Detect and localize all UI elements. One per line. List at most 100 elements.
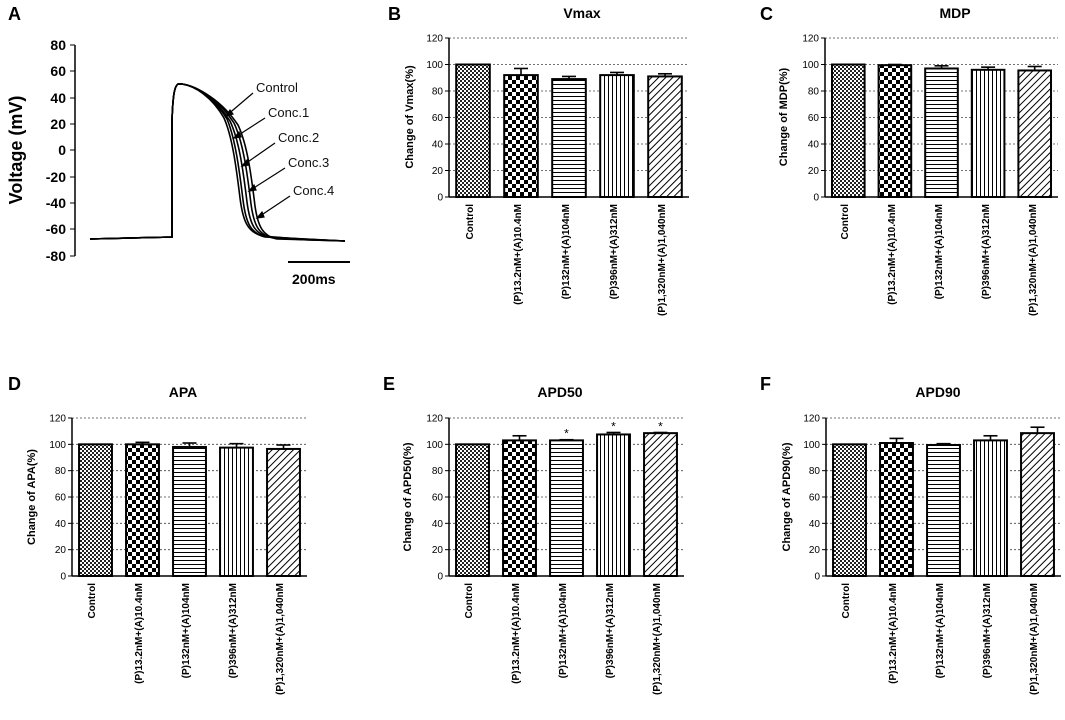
ytick-label: 120 (426, 34, 443, 45)
ap-trace-conc4 (89, 83, 346, 242)
panel-e-plot: 0 20 40 60 80 100 120 * * * (426, 414, 684, 583)
bar (125, 443, 160, 578)
panel-a-traces (89, 83, 346, 242)
significance-marker: * (611, 419, 616, 433)
bar (599, 74, 635, 198)
ytick-label: 20 (809, 545, 821, 556)
panel-f-xcat: (P)396nM+(A)312nM (982, 583, 993, 678)
ytick-label: 20 (55, 545, 67, 556)
panel-c-plot: 0 20 40 60 80 100 120 (802, 34, 1058, 204)
bar (1017, 69, 1053, 198)
bar (973, 439, 1008, 577)
panel-a-ytick: -20 (46, 169, 66, 185)
panel-c-xcat: (P)396nM+(A)312nM (981, 204, 992, 299)
panel-a-letter: A (8, 4, 21, 24)
panel-e: E APD50 Change of APD50(%) 0 20 40 60 80 100 1… (383, 374, 684, 695)
panel-f-ylabel: Change of APD90(%) (781, 442, 793, 551)
ytick-label: 60 (55, 493, 67, 504)
scale-bar-label: 200ms (292, 271, 336, 287)
panel-d-xcat: Control (87, 583, 98, 619)
significance-marker: * (564, 427, 569, 441)
ytick-label: 40 (809, 519, 821, 530)
ytick-label: 40 (432, 519, 444, 530)
panel-c-xcat: (P)132nM+(A)104nM (934, 204, 945, 299)
panel-c-xcat: Control (840, 204, 851, 240)
panel-a-ytick: 40 (50, 90, 66, 106)
panel-e-letter: E (383, 374, 395, 394)
panel-d-xcat: (P)1,320nM+(A)1,040nM (275, 583, 286, 695)
bar (78, 443, 113, 578)
ytick-label: 100 (802, 60, 819, 71)
significance-marker: * (658, 419, 663, 433)
panel-b-ylabel: Change of Vmax(%) (404, 65, 416, 169)
ytick-label: 120 (802, 34, 819, 45)
panel-f-letter: F (760, 374, 771, 394)
ytick-label: 40 (55, 519, 67, 530)
panel-e-title: APD50 (537, 384, 582, 400)
ap-label-conc1: Conc.1 (268, 105, 309, 120)
panel-c-xcat: (P)1,320nM+(A)1,040nM (1028, 204, 1039, 316)
panel-a-annotations (224, 92, 291, 219)
ytick-label: 80 (809, 466, 821, 477)
panel-b: B Vmax Change of Vmax(%) 0 20 40 60 80 100 120… (388, 4, 689, 316)
bar (172, 445, 207, 578)
panel-b-xcat: (P)1,320nM+(A)1,040nM (657, 204, 668, 316)
ytick-label: 20 (432, 166, 444, 177)
bar (455, 63, 491, 198)
panel-c-xcat: (P)13.2nM+(A)10.4nM (887, 204, 898, 305)
panel-a-ytick: 0 (58, 142, 66, 158)
panel-b-xcat: (P)132nM+(A)104nM (561, 204, 572, 299)
ytick-label: 60 (809, 493, 821, 504)
ytick-label: 100 (49, 440, 66, 451)
bar (643, 432, 678, 577)
ytick-label: 0 (813, 193, 819, 204)
panel-b-title: Vmax (563, 5, 601, 21)
panel-e-xcat: (P)396nM+(A)312nM (605, 583, 616, 678)
bar (924, 67, 959, 198)
bar (830, 63, 866, 198)
ytick-label: 100 (426, 440, 443, 451)
bar (219, 446, 254, 577)
ytick-label: 0 (437, 572, 443, 583)
ytick-label: 120 (803, 414, 820, 425)
panel-b-xcat: (P)13.2nM+(A)10.4nM (513, 204, 524, 305)
ytick-label: 20 (432, 545, 444, 556)
ytick-label: 80 (432, 87, 444, 98)
panel-a-ylabel: Voltage (mV) (6, 96, 26, 205)
panel-f-xcat: Control (841, 583, 852, 619)
panel-a-ytick: 60 (50, 63, 66, 79)
ytick-label: 80 (808, 87, 820, 98)
panel-e-xcat: (P)1,320nM+(A)1,040nM (652, 583, 663, 695)
panel-b-letter: B (388, 4, 401, 24)
panel-a-ytick: -80 (46, 248, 66, 264)
panel-c-letter: C (760, 4, 773, 24)
panel-d-ylabel: Change of APA(%) (26, 449, 38, 545)
panel-a-ytick: -60 (46, 221, 66, 237)
panel-f: F APD90 Change of APD90(%) 0 20 40 60 80 100 1… (760, 374, 1061, 695)
panel-f-xcat: (P)13.2nM+(A)10.4nM (888, 583, 899, 684)
bar (455, 443, 490, 578)
bar (266, 447, 301, 578)
panel-c-xlabels: Control (P)13.2nM+(A)10.4nM (P)132nM+(A)… (840, 204, 1039, 316)
ytick-label: 80 (432, 466, 444, 477)
ytick-label: 60 (432, 113, 444, 124)
ytick-label: 100 (426, 60, 443, 71)
panel-d-xcat: (P)132nM+(A)104nM (181, 583, 192, 678)
panel-e-xlabels: Control (P)13.2nM+(A)10.4nM (P)132nM+(A)… (464, 583, 663, 695)
panel-f-xcat: (P)1,320nM+(A)1,040nM (1029, 583, 1040, 695)
bar (502, 439, 537, 577)
ap-label-conc3: Conc.3 (288, 155, 329, 170)
panel-f-title: APD90 (915, 384, 960, 400)
ytick-label: 60 (808, 113, 820, 124)
panel-c: C MDP Change of MDP(%) 0 20 40 60 80 100 120 C… (760, 4, 1058, 316)
panel-e-ylabel: Change of APD50(%) (402, 442, 414, 551)
panel-a-yticks: 80 60 40 20 0 -20 -40 -60 -80 (46, 37, 75, 264)
ap-label-conc2: Conc.2 (278, 130, 319, 145)
panel-f-xcat: (P)132nM+(A)104nM (935, 583, 946, 678)
panel-d-xlabels: Control (P)13.2nM+(A)10.4nM (P)132nM+(A)… (87, 583, 286, 695)
ap-label-conc4: Conc.4 (293, 183, 334, 198)
panel-b-plot: 0 20 40 60 80 100 120 (426, 34, 689, 204)
panel-b-xcat: Control (465, 204, 476, 240)
ytick-label: 40 (808, 140, 820, 151)
